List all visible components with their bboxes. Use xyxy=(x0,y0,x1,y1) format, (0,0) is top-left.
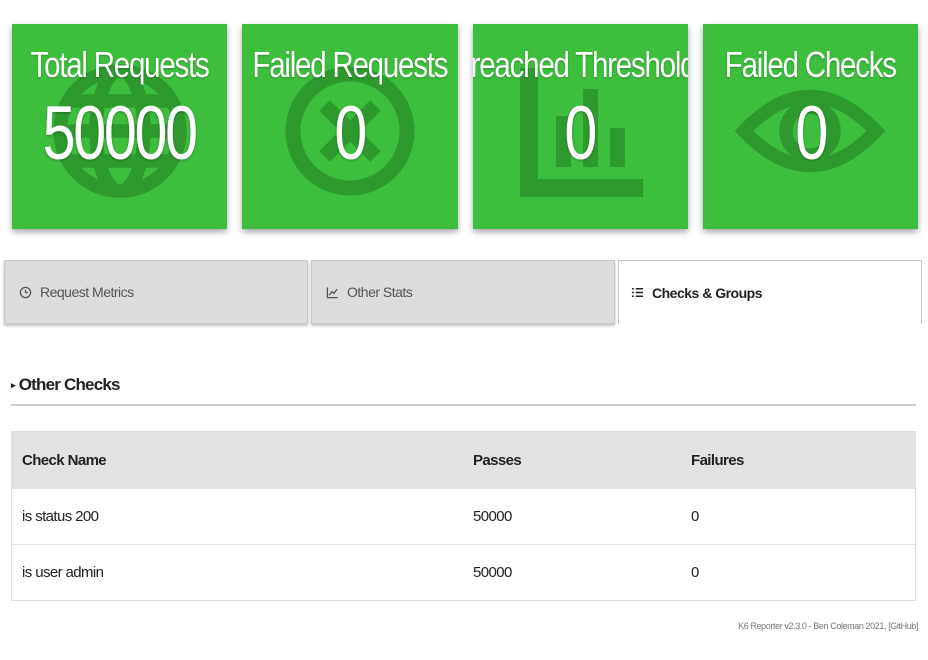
summary-cards: Total Requests 50000 Failed Requests 0 B… xyxy=(12,24,918,229)
cell-failures: 0 xyxy=(691,564,699,581)
cell-check-name: is user admin xyxy=(22,564,104,581)
github-link[interactable]: [GitHub] xyxy=(888,621,918,631)
footer: K6 Reporter v2.3.0 - Ben Coleman 2021, [… xyxy=(738,621,918,631)
failed-requests-card: Failed Requests 0 xyxy=(242,24,458,229)
list-icon xyxy=(631,286,644,299)
cell-failures: 0 xyxy=(691,508,699,525)
table-row: is status 200 50000 0 xyxy=(12,488,915,544)
clock-icon xyxy=(19,286,32,299)
card-title: Breached Thresholds xyxy=(473,44,688,85)
card-title: Failed Checks xyxy=(724,44,897,85)
card-value: 0 xyxy=(564,91,598,176)
card-value: 0 xyxy=(334,91,368,176)
caret-right-icon: ▸ xyxy=(11,379,15,390)
tab-label: Request Metrics xyxy=(40,284,134,300)
globe-icon xyxy=(52,63,187,198)
footer-text: K6 Reporter v2.3.0 - Ben Coleman 2021, xyxy=(738,621,887,631)
section-title-text: Other Checks xyxy=(18,375,121,394)
tab-other-stats[interactable]: Other Stats xyxy=(311,260,615,324)
cell-check-name: is status 200 xyxy=(22,508,99,525)
total-requests-card: Total Requests 50000 xyxy=(12,24,228,229)
card-title: Total Requests xyxy=(30,44,210,85)
checks-table: Check Name Passes Failures is status 200… xyxy=(11,431,916,601)
tab-bar: Request Metrics Other Stats Checks & Gro… xyxy=(4,260,922,324)
section-heading[interactable]: ▸ Other Checks xyxy=(11,372,916,406)
chart-icon xyxy=(520,67,644,197)
table-row: is user admin 50000 0 xyxy=(12,544,915,600)
tab-request-metrics[interactable]: Request Metrics xyxy=(4,260,308,324)
table-header-row: Check Name Passes Failures xyxy=(12,432,915,488)
header-check-name: Check Name xyxy=(22,451,107,469)
tab-label: Other Stats xyxy=(347,284,413,300)
breached-thresholds-card: Breached Thresholds 0 xyxy=(472,24,688,229)
line-chart-icon xyxy=(326,286,339,299)
header-passes: Passes xyxy=(473,451,522,469)
failed-checks-card: Failed Checks 0 xyxy=(702,24,918,229)
header-failures: Failures xyxy=(691,451,744,469)
card-title: Failed Requests xyxy=(252,44,448,85)
eye-icon xyxy=(735,89,886,172)
tab-checks-groups[interactable]: Checks & Groups xyxy=(618,260,922,324)
cell-passes: 50000 xyxy=(473,564,512,581)
card-value: 50000 xyxy=(43,91,198,176)
tab-label: Checks & Groups xyxy=(652,284,762,301)
card-value: 0 xyxy=(795,91,828,176)
close-circle-icon xyxy=(285,66,415,196)
cell-passes: 50000 xyxy=(473,508,512,525)
